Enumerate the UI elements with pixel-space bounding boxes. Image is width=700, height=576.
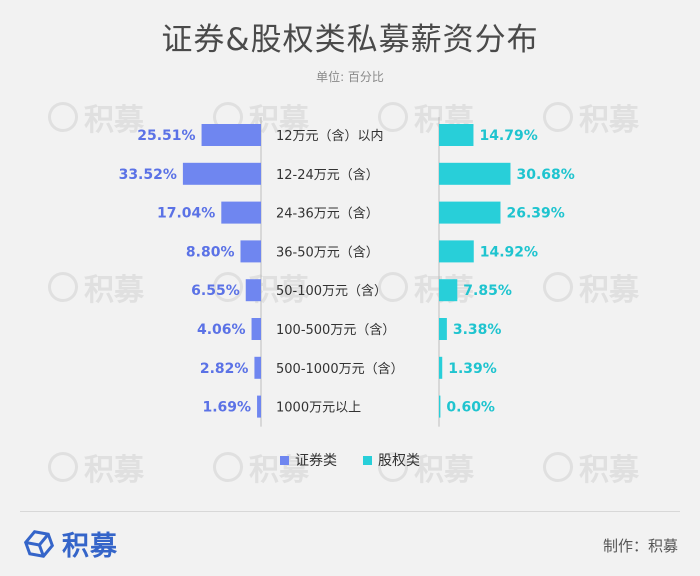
category-label: 100-500万元（含） [276, 322, 395, 338]
watermark: 积募 [538, 445, 639, 489]
category-label: 24-36万元（含） [276, 206, 379, 222]
bar-equity [439, 395, 441, 418]
bar-equity [439, 201, 501, 224]
credit-text: 制作：积募 [602, 537, 678, 555]
watermark-text: 积募 [414, 453, 474, 488]
brand-name: 积募 [62, 531, 118, 562]
bar-equity [439, 279, 458, 302]
bar-securities [201, 124, 261, 146]
watermark: 积募 [43, 265, 144, 309]
data-label-equity: 30.68% [516, 167, 574, 183]
watermark-text: 积募 [249, 453, 309, 488]
chart-legend: 证券类 股权类 [0, 450, 700, 470]
footer-divider [20, 511, 680, 512]
legend-swatch-securities [280, 455, 289, 465]
data-label-equity: 0.60% [446, 400, 495, 416]
data-label-securities: 8.80% [186, 244, 235, 260]
watermark: 积募 [43, 445, 144, 489]
legend-label-equity: 股权类 [378, 453, 420, 469]
category-label: 500-1000万元（含） [276, 361, 404, 377]
brand-logo: 积募 [22, 524, 118, 563]
bar-securities [251, 318, 261, 340]
watermark: 积募 [43, 95, 144, 139]
watermark-text: 积募 [579, 103, 639, 138]
butterfly-bar-chart: 12万元（含）以内 25.51% 14.79% 12-24万元（含） 33.52% 30.… [119, 117, 575, 427]
legend-item-equity: 股权类 [363, 450, 420, 470]
data-label-securities: 2.82% [200, 361, 249, 377]
brand-cube-icon [23, 529, 55, 558]
bar-securities [257, 395, 261, 418]
data-label-securities: 4.06% [197, 322, 246, 338]
watermark-text: 积募 [84, 103, 144, 138]
data-label-equity: 14.92% [480, 244, 538, 260]
data-label-securities: 1.69% [202, 400, 251, 416]
data-label-equity: 3.38% [453, 322, 502, 338]
watermark: 积募 [538, 95, 639, 139]
watermark: 积募 [208, 445, 309, 489]
data-label-securities: 33.52% [119, 167, 177, 183]
bar-securities [240, 240, 261, 263]
bar-equity [439, 240, 474, 263]
bar-securities [182, 162, 261, 185]
watermark: 积募 [373, 445, 474, 489]
data-label-equity: 26.39% [506, 206, 564, 222]
category-label: 12万元（含）以内 [276, 128, 384, 144]
unit-label: 单位: 百分比 [316, 70, 384, 84]
legend-swatch-equity [363, 455, 372, 465]
watermark-text: 积募 [84, 273, 144, 308]
category-label: 1000万元以上 [276, 401, 361, 416]
watermark-text: 积募 [579, 273, 639, 308]
watermark: 积募 [538, 265, 639, 309]
legend-label-securities: 证券类 [295, 453, 337, 469]
bar-equity [439, 162, 511, 185]
watermark-text: 积募 [579, 453, 639, 488]
category-label: 12-24万元（含） [276, 167, 379, 183]
bar-securities [245, 279, 261, 302]
bar-equity [439, 124, 474, 146]
data-label-securities: 25.51% [137, 128, 195, 144]
watermark-text: 积募 [84, 453, 144, 488]
category-label: 50-100万元（含） [276, 283, 387, 299]
data-label-securities: 6.55% [191, 283, 240, 299]
data-label-equity: 1.39% [448, 361, 497, 377]
bar-securities [254, 356, 261, 379]
legend-item-securities: 证券类 [280, 450, 337, 470]
bar-equity [439, 318, 447, 340]
data-label-equity: 7.85% [463, 283, 512, 299]
bar-equity [439, 356, 443, 379]
data-label-securities: 17.04% [157, 206, 215, 222]
chart-title: 证券&股权类私募薪资分布 [161, 22, 539, 58]
data-label-equity: 14.79% [479, 128, 537, 144]
bar-securities [221, 201, 261, 224]
category-label: 36-50万元（含） [276, 244, 379, 260]
